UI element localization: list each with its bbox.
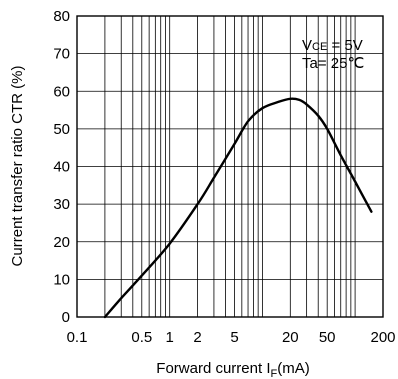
y-tick-label: 60 (53, 83, 70, 100)
x-tick-label: 1 (166, 329, 174, 346)
x-tick-label: 200 (370, 329, 395, 346)
y-tick-label: 0 (62, 309, 70, 326)
x-axis-label: Forward current IF(mA) (156, 360, 309, 379)
x-tick-label: 0.1 (67, 329, 88, 346)
y-tick-label: 70 (53, 46, 70, 63)
plot-frame (76, 15, 384, 318)
ctr-curve (103, 97, 373, 319)
x-tick-label: 2 (193, 329, 201, 346)
y-tick-label: 80 (53, 8, 70, 25)
x-tick-label: 20 (282, 329, 299, 346)
y-axis-label: Current transfer ratio CTR (%) (9, 66, 26, 267)
y-tick-label: 10 (53, 271, 70, 288)
ta-condition-label: Ta= 25℃ (302, 55, 364, 72)
x-tick-labels: 0.1 0.5 1 2 5 20 50 200 (67, 329, 396, 346)
y-tick-label: 30 (53, 196, 70, 213)
y-tick-labels: 0 10 20 30 40 50 60 70 80 (53, 8, 70, 326)
x-tick-label: 0.5 (131, 329, 152, 346)
x-tick-label: 5 (230, 329, 238, 346)
y-tick-label: 20 (53, 234, 70, 251)
vce-condition-label: VCE = 5V (302, 37, 363, 54)
x-tick-label: 50 (319, 329, 336, 346)
y-tick-label: 50 (53, 121, 70, 138)
y-tick-label: 40 (53, 159, 70, 176)
